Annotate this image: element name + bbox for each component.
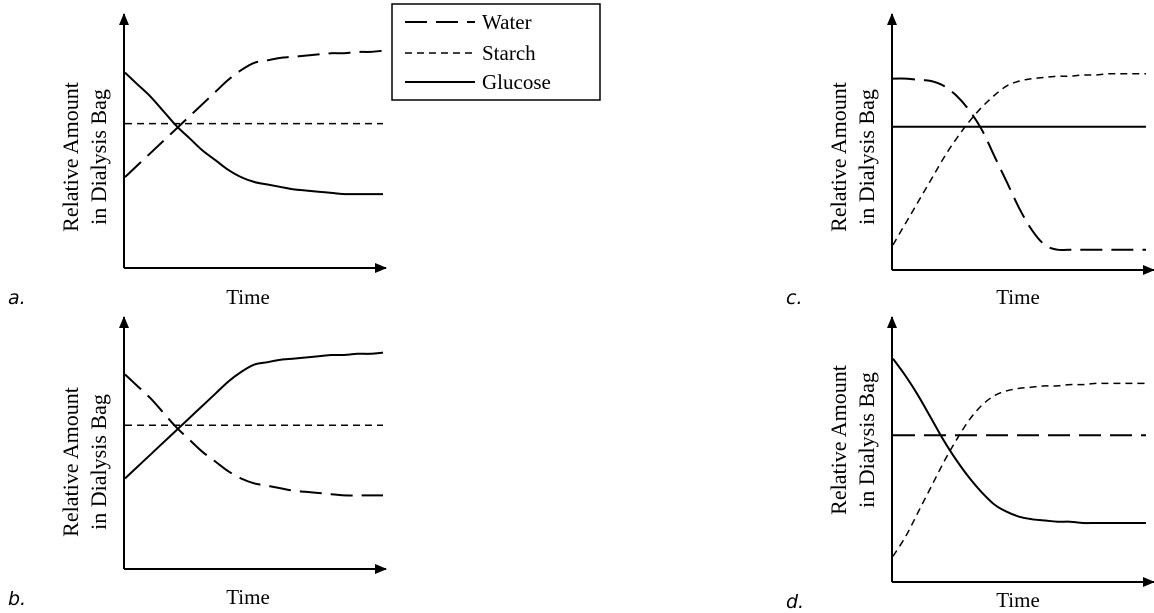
y-axis-label-line1: Relative Amount — [826, 365, 851, 515]
series-line-starch — [892, 72, 1146, 246]
x-axis-label: Time — [996, 588, 1040, 612]
legend-label-starch: Starch — [482, 41, 536, 65]
legend-label-glucose: Glucose — [482, 70, 551, 94]
series-line-water — [892, 77, 1146, 252]
legend-box — [391, 3, 601, 101]
plot-area — [124, 351, 384, 497]
plot-area — [892, 72, 1146, 252]
panel-label: b. — [8, 588, 26, 610]
chart-panel-b: b. Relative Amount in Dialysis Bag Time — [8, 316, 387, 610]
series-line-glucose — [124, 71, 383, 196]
plot-area — [892, 358, 1146, 557]
panel-label: d. — [786, 591, 804, 613]
y-axis-label-line2: in Dialysis Bag — [854, 89, 879, 225]
y-axis-label-line2: in Dialysis Bag — [86, 394, 111, 530]
panel-label: c. — [786, 287, 803, 309]
chart-panel-a: a. Relative Amount in Dialysis Bag Time — [8, 13, 387, 309]
series-line-starch — [892, 382, 1146, 557]
panel-label: a. — [8, 287, 26, 309]
x-axis-label: Time — [226, 585, 270, 609]
chart-panel-d: d. Relative Amount in Dialysis Bag Time — [786, 316, 1154, 613]
y-axis-label-line2: in Dialysis Bag — [854, 372, 879, 508]
plot-area — [124, 49, 384, 196]
legend-label-water: Water — [482, 10, 532, 34]
legend: Water Starch Glucose — [391, 3, 601, 101]
x-axis-label: Time — [226, 285, 270, 309]
x-axis-label: Time — [996, 285, 1040, 309]
y-axis-label-line1: Relative Amount — [826, 82, 851, 232]
series-line-glucose — [124, 351, 384, 480]
y-axis-label-line2: in Dialysis Bag — [86, 89, 111, 225]
series-line-water — [124, 49, 384, 178]
chart-panel-c: c. Relative Amount in Dialysis Bag Time — [786, 13, 1154, 309]
series-line-water — [124, 373, 383, 497]
y-axis-label-line1: Relative Amount — [58, 387, 83, 537]
series-line-glucose — [892, 358, 1146, 525]
y-axis-label-line1: Relative Amount — [58, 82, 83, 232]
